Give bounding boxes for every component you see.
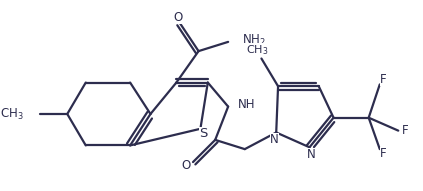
Text: NH$_2$: NH$_2$ xyxy=(242,32,266,48)
Text: N: N xyxy=(270,133,279,146)
Text: F: F xyxy=(401,124,408,137)
Text: F: F xyxy=(380,73,387,86)
Text: CH$_3$: CH$_3$ xyxy=(247,44,269,57)
Text: S: S xyxy=(199,127,208,140)
Text: CH$_3$: CH$_3$ xyxy=(0,106,24,121)
Text: F: F xyxy=(380,147,387,160)
Text: NH: NH xyxy=(237,98,255,111)
Text: N: N xyxy=(307,148,316,161)
Text: O: O xyxy=(173,11,183,24)
Text: O: O xyxy=(181,159,190,172)
